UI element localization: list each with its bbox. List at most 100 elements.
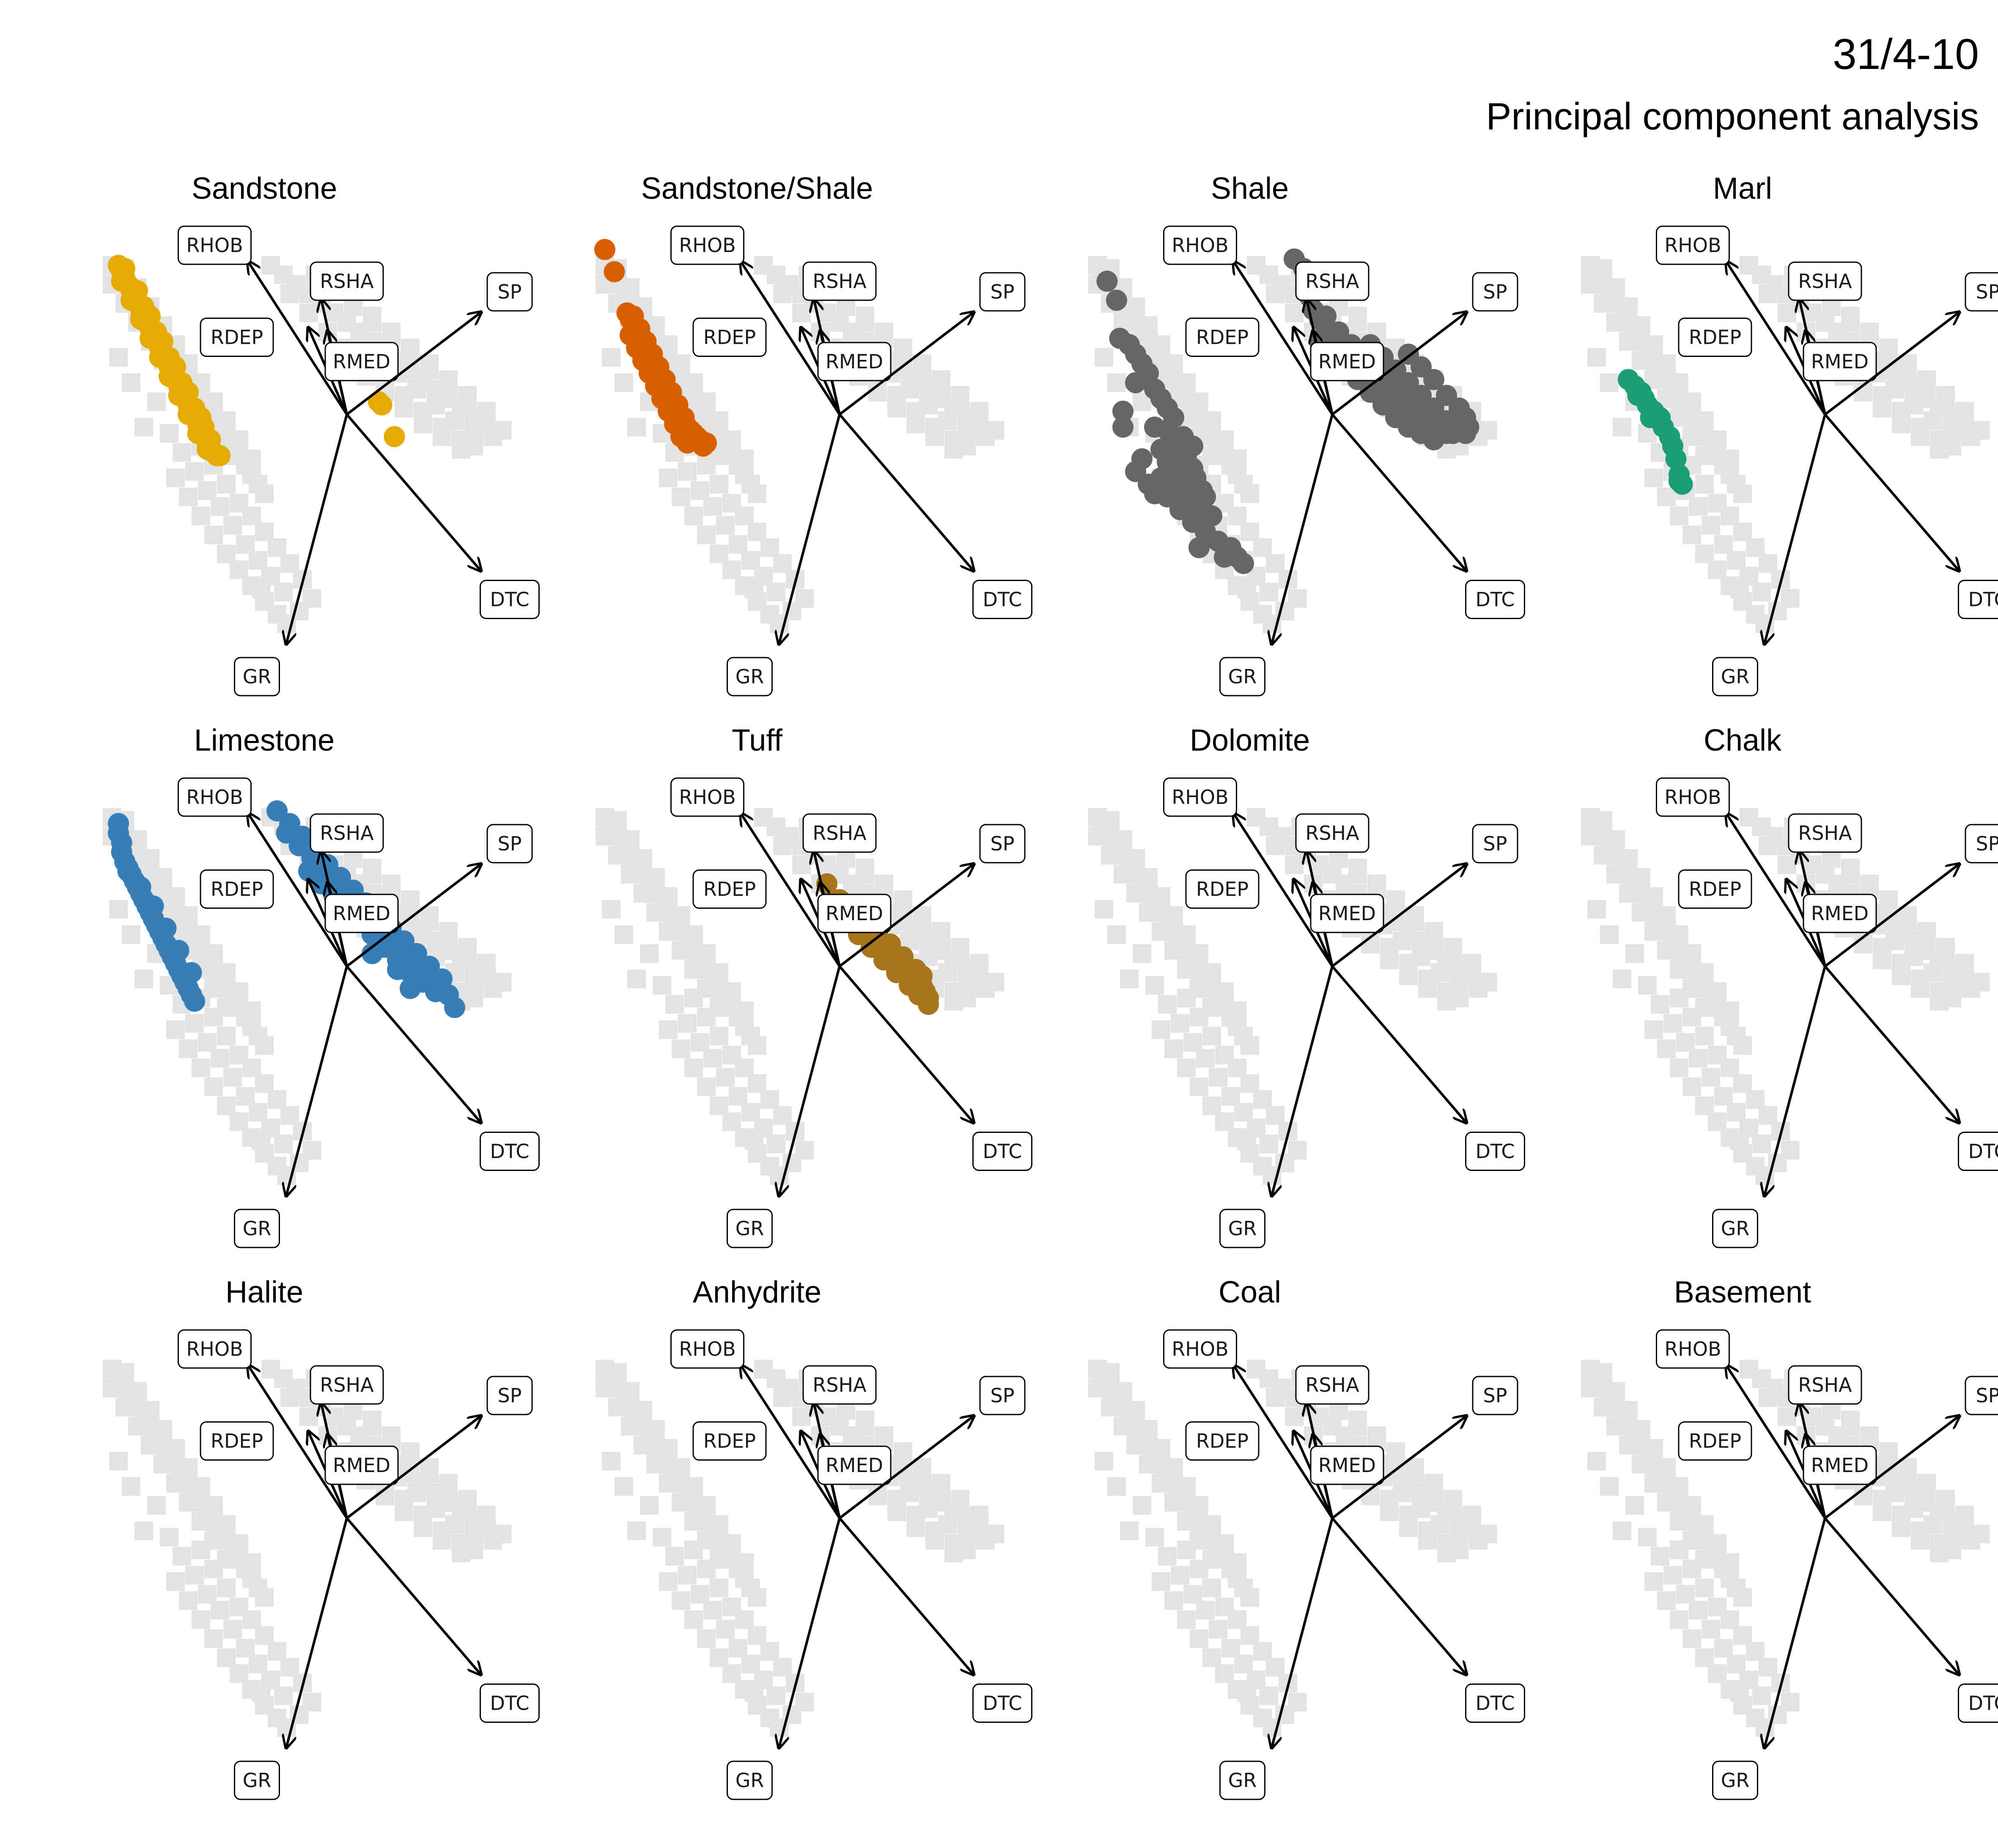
background-cell (1202, 1515, 1221, 1534)
background-cell (1759, 554, 1777, 573)
background-cell (1478, 421, 1497, 440)
loading-label-dtc: DTC (972, 1132, 1032, 1171)
background-cell (697, 1629, 716, 1648)
loading-label-sp: SP (979, 824, 1026, 864)
background-cell (887, 399, 906, 417)
background-cell (722, 560, 741, 579)
data-point (431, 968, 453, 990)
label-box (1310, 894, 1384, 933)
background-cell (1114, 1417, 1132, 1436)
background-cell (242, 1058, 261, 1077)
background-cell (1613, 1522, 1631, 1540)
background-cell (166, 1474, 185, 1493)
loading-label-rdep: RDEP (692, 318, 767, 357)
loading-arrow-sp (1824, 1417, 1958, 1519)
facet-title: Tuff (732, 724, 783, 757)
loading-label-sp: SP (1472, 272, 1518, 312)
background-cell (640, 944, 659, 963)
background-cell (141, 849, 159, 868)
background-cell (900, 380, 919, 398)
background-cell (1905, 1499, 1923, 1518)
background-cell (710, 1579, 728, 1597)
background-cell (401, 338, 420, 357)
background-cell (1164, 906, 1183, 925)
background-cell (748, 1626, 766, 1645)
label-text: RMED (333, 350, 390, 373)
data-point (1106, 290, 1127, 311)
background-cell (944, 440, 963, 459)
background-cell (1450, 1528, 1468, 1546)
background-points (1581, 256, 1990, 633)
background-cell (615, 925, 633, 944)
background-cell (1632, 351, 1650, 370)
background-cell (710, 475, 728, 494)
loading-arrow-rhob (741, 1366, 841, 1519)
background-cell (1721, 1001, 1739, 1020)
background-cell (1644, 1439, 1663, 1458)
data-point (117, 861, 139, 882)
facet-shale: Shale RHOB RSHA RDEP RMED SP DTC GR (1088, 172, 1525, 696)
loading-arrow-rhob (1727, 1366, 1826, 1519)
background-cell (166, 1439, 185, 1458)
background-cell (951, 938, 969, 957)
background-cell (147, 392, 166, 411)
background-cell (722, 1664, 741, 1683)
background-cell (198, 1033, 217, 1052)
background-cell (970, 1505, 988, 1524)
loading-label-sp: SP (1472, 1376, 1518, 1415)
background-cell (1746, 1642, 1765, 1661)
background-cell (249, 551, 267, 570)
background-cell (1450, 976, 1468, 995)
background-cell (1657, 1458, 1676, 1477)
background-cell (697, 1078, 716, 1096)
label-box (1803, 342, 1877, 381)
background-cell (1727, 1103, 1746, 1121)
background-cell (217, 1579, 236, 1597)
background-cell (735, 1058, 754, 1077)
label-text: RSHA (1798, 1374, 1852, 1396)
background-cell (1209, 1620, 1227, 1639)
loading-label-sp: SP (979, 1376, 1026, 1415)
loading-label-dtc: DTC (972, 580, 1032, 619)
background-cell (1600, 925, 1619, 944)
background-cell (280, 554, 299, 573)
background-points (596, 808, 1004, 1185)
background-cell (242, 1553, 261, 1572)
background-cell (1437, 992, 1456, 1011)
background-cell (1399, 966, 1418, 985)
background-cell (217, 1027, 236, 1045)
background-cell (179, 488, 198, 506)
background-cell (426, 395, 445, 414)
background-cell (401, 890, 420, 909)
loading-arrow-rhob (1234, 814, 1334, 967)
background-cell (1152, 1572, 1170, 1591)
data-point (171, 372, 192, 393)
data-point (908, 984, 930, 1006)
label-box (1310, 342, 1384, 381)
label-text: RSHA (320, 270, 374, 293)
data-point (1163, 448, 1184, 469)
series-points (108, 800, 465, 1018)
data-point (387, 959, 408, 980)
background-cell (1619, 1401, 1638, 1420)
background-cell (1202, 1097, 1221, 1115)
background-cell (602, 900, 620, 919)
label-box (486, 824, 533, 864)
background-cell (230, 1534, 248, 1553)
loading-arrow-gr (1272, 1518, 1334, 1747)
label-text: DTC (983, 1140, 1022, 1163)
label-box (200, 1421, 274, 1461)
data-point (143, 895, 164, 917)
background-cell (1670, 1610, 1688, 1629)
background-cell (1594, 259, 1612, 278)
background-cell (659, 469, 678, 487)
background-cell (1587, 1452, 1606, 1470)
background-cell (217, 1648, 236, 1667)
background-cell (684, 507, 703, 525)
label-box (692, 318, 767, 357)
series-points (1618, 369, 1693, 495)
background-cell (464, 424, 483, 443)
label-text: DTC (490, 1692, 530, 1715)
background-cell (1695, 475, 1714, 494)
background-cell (1234, 1655, 1253, 1673)
